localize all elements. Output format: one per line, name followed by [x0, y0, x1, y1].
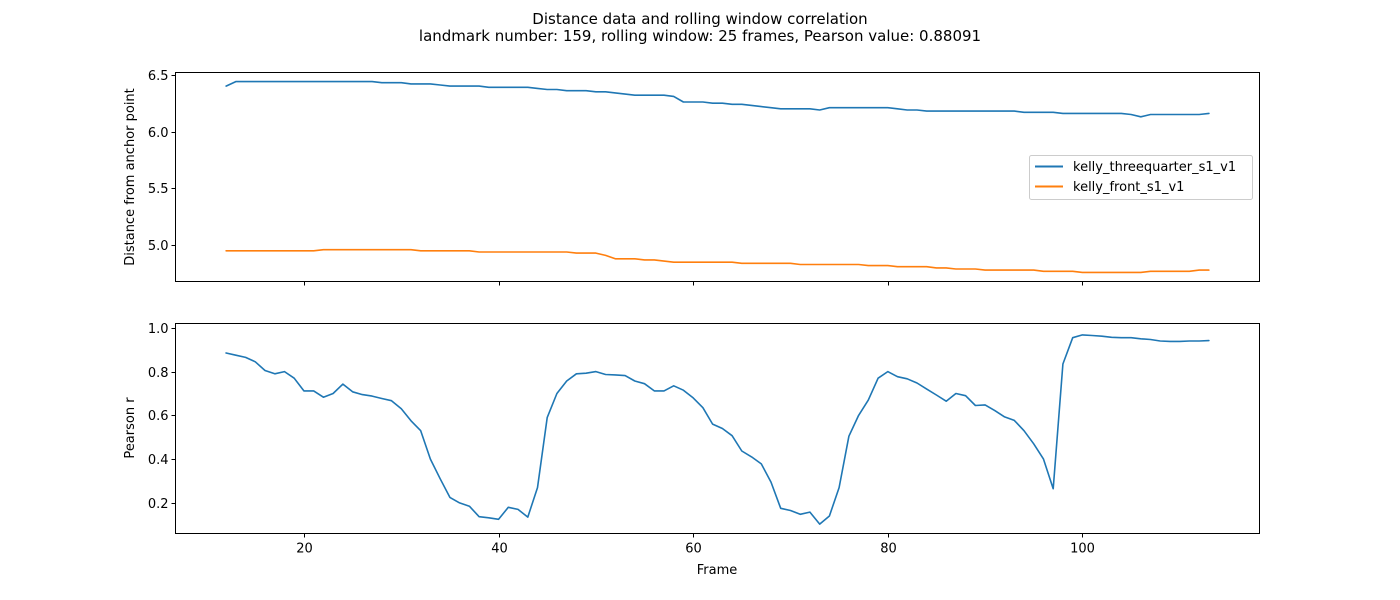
pearson-y-tick-label: 1.0 [148, 322, 169, 337]
distance-y-axis-label: Distance from anchor point [123, 88, 138, 266]
series-line-kelly-front-s1-v1 [225, 248, 1210, 274]
distance-y-tick-label: 6.0 [148, 126, 169, 141]
pearson-y-tick-label: 0.2 [148, 497, 169, 512]
series-line-kelly-threequarter-s1-v1 [225, 80, 1210, 118]
distance-panel: 5.05.56.06.5 Distance from anchor point … [123, 69, 1260, 286]
distance-y-tick-label: 5.5 [148, 182, 169, 197]
pearson-x-tick-label: 60 [685, 542, 702, 557]
figure-title: Distance data and rolling window correla… [532, 10, 868, 28]
legend: kelly_threequarter_s1_v1 kelly_front_s1_… [1029, 155, 1253, 200]
distance-series [225, 80, 1210, 274]
distance-y-tick-label: 5.0 [148, 239, 169, 254]
pearson-y-axis-label: Pearson r [123, 397, 138, 459]
distance-x-ticks [304, 281, 1083, 286]
pearson-x-tick-label: 80 [880, 542, 897, 557]
pearson-x-tick-label: 40 [491, 542, 508, 557]
distance-plot-frame [175, 72, 1260, 282]
legend-box [1029, 155, 1253, 200]
legend-label-front: kelly_front_s1_v1 [1073, 180, 1184, 195]
pearson-plot-frame [175, 323, 1260, 534]
pearson-x-tick-label: 100 [1070, 542, 1095, 557]
figure-subtitle: landmark number: 159, rolling window: 25… [418, 27, 982, 45]
pearson-series [225, 334, 1210, 525]
distance-y-ticks: 5.0 5.5 6.0 6.5 [148, 69, 176, 254]
pearson-y-tick-label: 0.4 [148, 453, 169, 468]
pearson-y-tick-label: 0.8 [148, 366, 169, 381]
pearson-x-ticks: 20 40 60 80 100 [296, 533, 1095, 557]
pearson-panel: 0.2 0.4 0.6 0.8 1.0 20 40 60 80 100 Pearson r Fr… [123, 322, 1260, 578]
pearson-y-ticks: 0.2 0.4 0.6 0.8 1.0 [148, 322, 176, 512]
pearson-y-tick-label: 0.6 [148, 409, 169, 424]
distance-y-tick-label: 6.5 [148, 69, 169, 84]
pearson-x-tick-label: 20 [296, 542, 313, 557]
legend-label-threequarter: kelly_threequarter_s1_v1 [1073, 160, 1236, 175]
frame-x-axis-label: Frame [697, 563, 738, 578]
series-line-pearson-r [225, 334, 1210, 525]
